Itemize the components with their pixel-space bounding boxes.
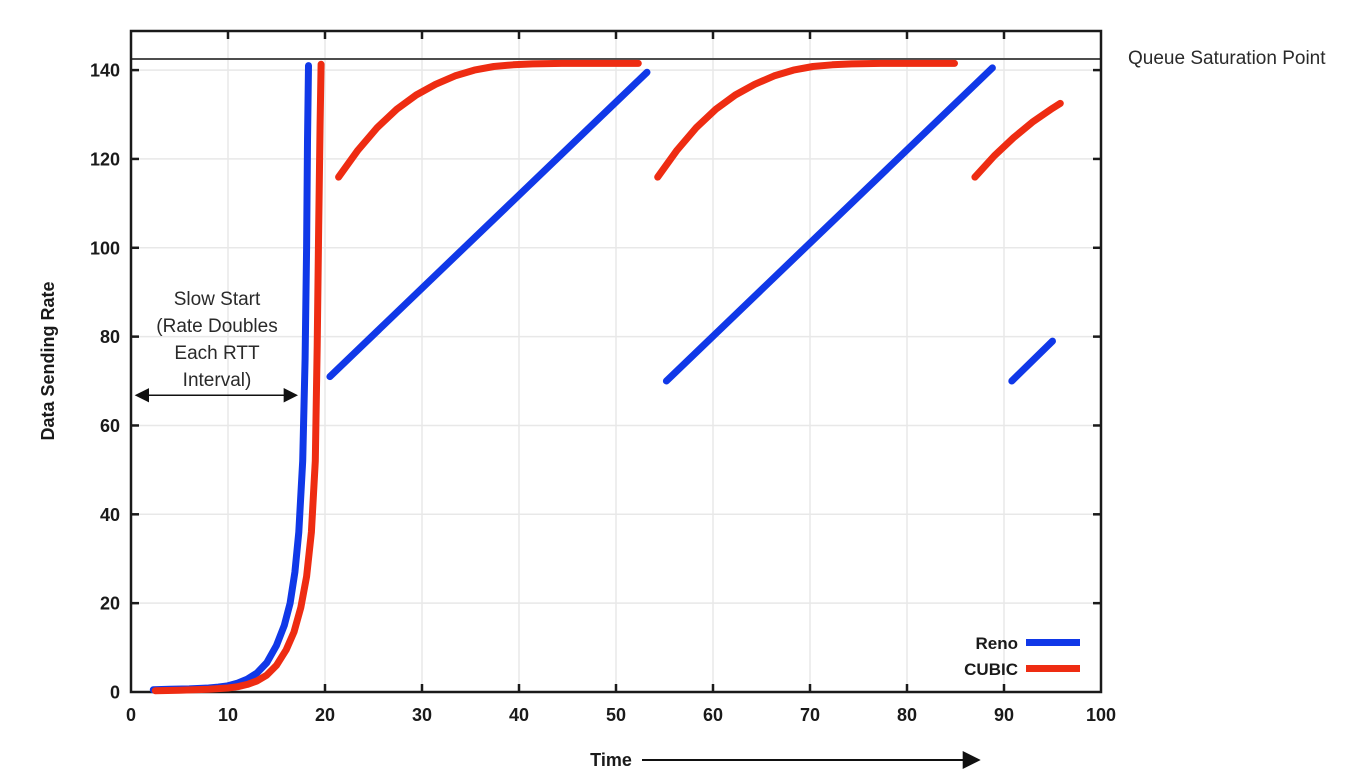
x-tick-label: 100 (1086, 705, 1116, 725)
series-segment-cubic (335, 59, 642, 181)
series-segment-cubic (151, 60, 325, 695)
x-tick-label: 60 (703, 705, 723, 725)
annotation-layer: Slow Start (Rate Doubles Each RTT Interv… (134, 48, 1326, 403)
x-tick-label: 30 (412, 705, 432, 725)
x-tick-label: 10 (218, 705, 238, 725)
legend-label-reno: Reno (976, 634, 1019, 653)
slow-start-annotation-line-3: Each RTT (174, 343, 260, 364)
y-axis-title: Data Sending Rate (38, 281, 58, 440)
x-tick-label: 90 (994, 705, 1014, 725)
series-segment-reno (1008, 337, 1056, 385)
x-tick-label: 40 (509, 705, 529, 725)
y-tick-label: 80 (100, 327, 120, 347)
y-tick-label: 100 (90, 238, 120, 258)
y-tick-label: 20 (100, 594, 120, 614)
slow-start-annotation-line-2: (Rate Doubles (156, 316, 277, 337)
grid-layer (131, 31, 1101, 692)
queue-saturation-label: Queue Saturation Point (1128, 48, 1326, 69)
x-tick-label: 0 (126, 705, 136, 725)
slow-start-annotation-line-4: Interval) (183, 370, 252, 391)
series-segment-cubic (654, 59, 958, 181)
x-tick-label: 50 (606, 705, 626, 725)
x-tick-label: 20 (315, 705, 335, 725)
series-segment-reno (662, 64, 996, 385)
x-tick-label: 70 (800, 705, 820, 725)
x-tick-label: 80 (897, 705, 917, 725)
y-tick-label: 40 (100, 505, 120, 525)
series-segment-reno (326, 68, 651, 381)
tick-label-layer: 0 10 20 30 40 50 60 70 80 90 100 0 20 40 60 80 100 120 140 (90, 61, 1116, 725)
y-tick-label: 140 (90, 61, 120, 81)
series-layer (149, 59, 1064, 695)
series-segment-cubic (971, 99, 1064, 181)
x-axis-title: Time (590, 750, 632, 770)
y-tick-label: 60 (100, 416, 120, 436)
legend-label-cubic: CUBIC (964, 660, 1018, 679)
y-tick-label: 120 (90, 149, 120, 169)
y-tick-label: 0 (110, 683, 120, 703)
legend: Reno CUBIC (964, 634, 1080, 679)
slow-start-annotation-line-1: Slow Start (174, 289, 261, 310)
axis-layer (129, 29, 1103, 694)
axis-title-layer: Data Sending Rate Time (38, 281, 981, 770)
